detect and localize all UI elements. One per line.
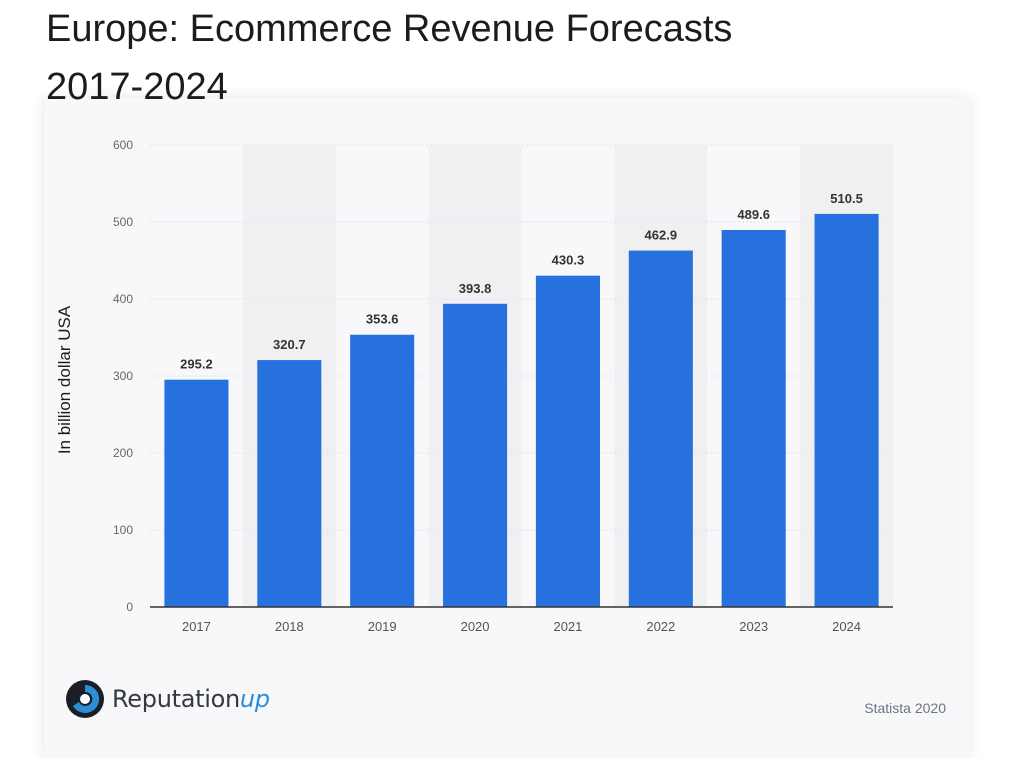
source-credit: Statista 2020: [864, 700, 946, 716]
bar: [164, 379, 229, 607]
y-tick-label: 500: [113, 215, 133, 229]
y-tick-label: 300: [113, 369, 133, 383]
y-tick-label: 400: [113, 292, 133, 306]
y-axis-label: In billion dollar USA: [55, 305, 74, 455]
data-label: 510.5: [830, 191, 863, 206]
x-tick-label: 2021: [553, 619, 582, 634]
y-tick-label: 600: [113, 138, 133, 152]
data-label: 393.8: [459, 281, 492, 296]
bar: [814, 213, 879, 608]
x-tick-label: 2024: [832, 619, 861, 634]
reputationup-logo: Reputationup: [64, 676, 270, 722]
x-tick-label: 2020: [461, 619, 490, 634]
bar-chart: 0 100 200 300 400 500 600 295.2 2017 320.7 2018 353…: [113, 138, 893, 634]
x-tick-label: 2018: [275, 619, 304, 634]
title-line-1: Europe: Ecommerce Revenue Forecasts: [46, 8, 733, 50]
bar: [628, 250, 693, 607]
y-tick-label: 200: [113, 446, 133, 460]
bar: [721, 230, 786, 607]
reputationup-logo-icon: [66, 680, 104, 718]
logo-wordmark: Reputationup: [112, 685, 270, 713]
x-tick-label: 2019: [368, 619, 397, 634]
x-tick-label: 2022: [646, 619, 675, 634]
x-tick-label: 2023: [739, 619, 768, 634]
x-tick-label: 2017: [182, 619, 211, 634]
data-label: 489.6: [737, 207, 770, 222]
data-label: 320.7: [273, 337, 306, 352]
y-tick-label: 0: [126, 600, 133, 614]
bar: [535, 275, 600, 607]
bar: [350, 334, 415, 607]
bar: [443, 303, 508, 607]
data-label: 353.6: [366, 312, 399, 327]
y-tick-label: 100: [113, 523, 133, 537]
data-label: 430.3: [552, 253, 585, 268]
data-label: 295.2: [180, 357, 213, 372]
page-title: Europe: Ecommerce Revenue Forecasts 2017…: [46, 0, 946, 116]
title-line-2: 2017-2024: [46, 66, 228, 108]
bar: [257, 360, 322, 607]
data-label: 462.9: [645, 228, 678, 243]
